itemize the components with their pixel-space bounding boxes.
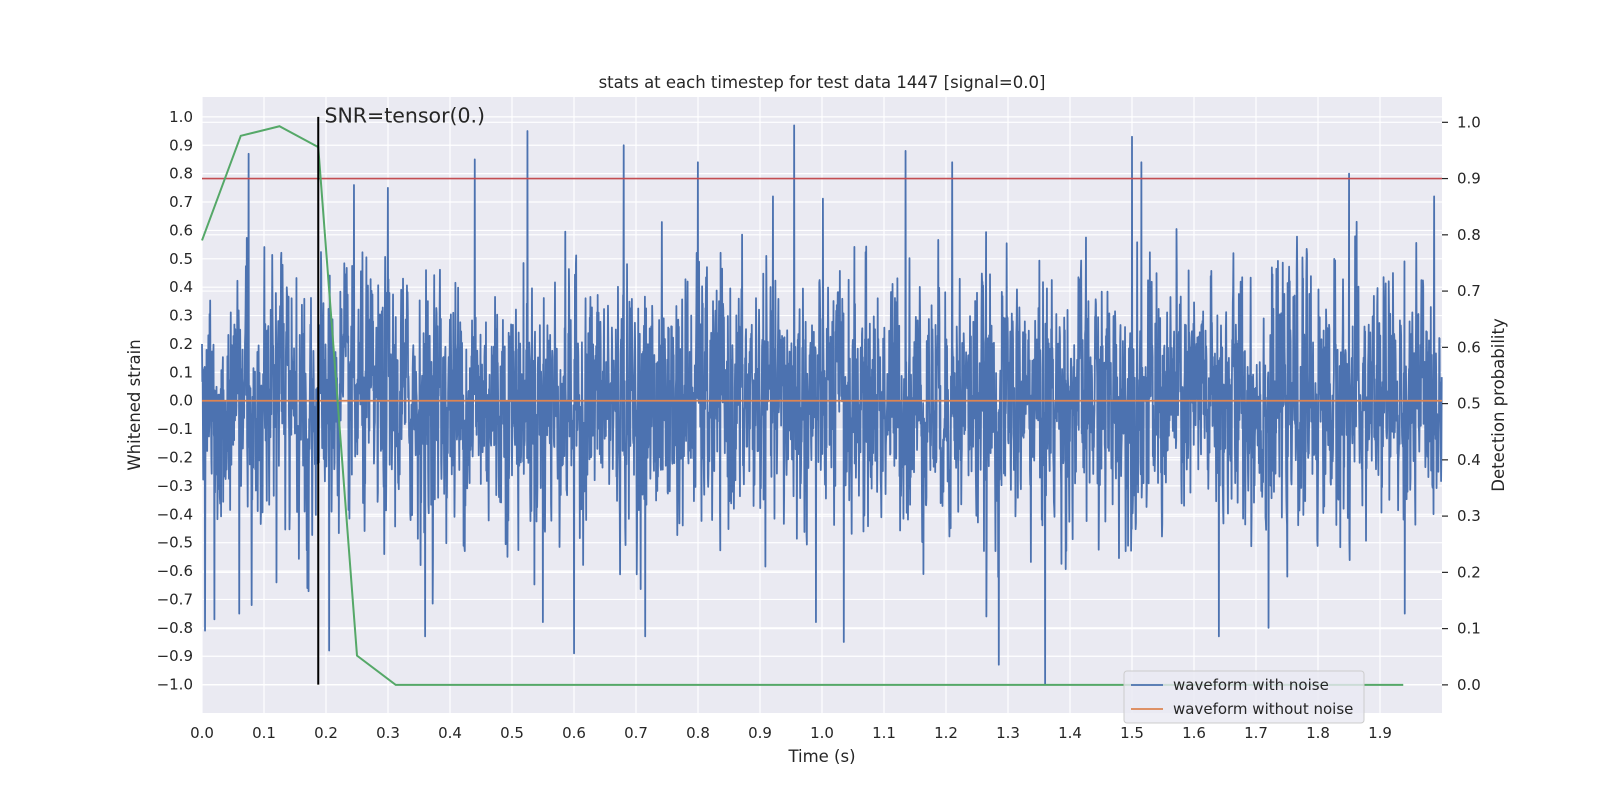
y-tick-label: −0.4 — [157, 505, 193, 523]
y-tick-label: −0.7 — [157, 590, 193, 608]
y-tick-label: −0.6 — [157, 562, 193, 580]
y2-tick-label: 0.3 — [1457, 507, 1481, 525]
x-tick-label: 1.9 — [1368, 724, 1392, 742]
x-tick-label: 0.2 — [314, 724, 338, 742]
x-tick-label: 1.0 — [810, 724, 834, 742]
y-tick-label: 0.8 — [169, 165, 193, 183]
x-tick-label: 1.8 — [1306, 724, 1330, 742]
x-tick-label: 1.6 — [1182, 724, 1206, 742]
y2-tick-label: 0.8 — [1457, 226, 1481, 244]
x-tick-label: 0.1 — [252, 724, 276, 742]
legend-label-waveform-without-noise: waveform without noise — [1173, 700, 1353, 718]
y2-tick-label: 0.5 — [1457, 395, 1481, 413]
y-tick-label: 0.5 — [169, 250, 193, 268]
x-tick-label: 0.4 — [438, 724, 462, 742]
y-tick-label: −0.2 — [157, 449, 193, 467]
x-tick-label: 0.9 — [748, 724, 772, 742]
x-tick-label: 1.1 — [872, 724, 896, 742]
y2-tick-label: 0.1 — [1457, 620, 1481, 638]
y2-tick-label: 0.7 — [1457, 282, 1481, 300]
y-tick-label: −0.8 — [157, 619, 193, 637]
y-tick-label: 0.7 — [169, 193, 193, 211]
legend-label-waveform-with-noise: waveform with noise — [1173, 676, 1329, 694]
y2-tick-label: 0.2 — [1457, 563, 1481, 581]
y-axis-label: Whitened strain — [125, 339, 144, 470]
y2-tick-label: 0.9 — [1457, 170, 1481, 188]
y-tick-label: 0.0 — [169, 392, 193, 410]
x-tick-label: 1.2 — [934, 724, 958, 742]
waveform-with-noise-line — [201, 124, 1443, 686]
y2-tick-label: 1.0 — [1457, 113, 1481, 131]
snr-annotation: SNR=tensor(0.) — [324, 104, 485, 128]
y-tick-label: 0.4 — [169, 278, 193, 296]
x-tick-label: 0.6 — [562, 724, 586, 742]
detection-probability-line — [201, 125, 1404, 686]
y-axis-ticks: −1.0 −0.9 −0.8 −0.7 −0.6 −0.5 −0.4 −0.3 −0.2 −0.1… — [157, 108, 193, 694]
x-axis-ticks: 0.0 0.1 0.2 0.3 0.4 0.5 0.6 0.7 0.8 0.9 1.0 1.1 1.2 1… — [190, 724, 1392, 742]
y2-tick-label: 0.0 — [1457, 676, 1481, 694]
y-tick-label: −0.9 — [157, 647, 193, 665]
y-tick-label: −0.1 — [157, 420, 193, 438]
x-tick-label: 1.7 — [1244, 724, 1268, 742]
x-axis-label: Time (s) — [787, 747, 855, 766]
y-tick-label: 1.0 — [169, 108, 193, 126]
y2-axis-ticks: 0.0 0.1 0.2 0.3 0.4 0.5 0.6 0.7 0.8 0.9 1.0 — [1442, 113, 1481, 694]
x-tick-label: 0.8 — [686, 724, 710, 742]
legend: waveform with noise waveform without noi… — [1123, 670, 1365, 724]
x-tick-label: 1.5 — [1120, 724, 1144, 742]
y2-tick-label: 0.4 — [1457, 451, 1481, 469]
y2-tick-label: 0.6 — [1457, 338, 1481, 356]
y-tick-label: 0.6 — [169, 221, 193, 239]
x-tick-label: 1.3 — [996, 724, 1020, 742]
chart-title: stats at each timestep for test data 144… — [599, 73, 1046, 92]
y2-axis-label: Detection probability — [1489, 318, 1508, 492]
x-tick-label: 0.3 — [376, 724, 400, 742]
y-tick-label: −0.5 — [157, 534, 193, 552]
x-tick-label: 0.5 — [500, 724, 524, 742]
y-tick-label: 0.3 — [169, 307, 193, 325]
x-tick-label: 0.0 — [190, 724, 214, 742]
legend-box — [1123, 670, 1365, 724]
y-tick-label: 0.1 — [169, 363, 193, 381]
x-tick-label: 1.4 — [1058, 724, 1082, 742]
x-tick-label: 0.7 — [624, 724, 648, 742]
y-tick-label: −0.3 — [157, 477, 193, 495]
y-tick-label: 0.2 — [169, 335, 193, 353]
y-tick-label: −1.0 — [157, 676, 193, 694]
y-tick-label: 0.9 — [169, 136, 193, 154]
